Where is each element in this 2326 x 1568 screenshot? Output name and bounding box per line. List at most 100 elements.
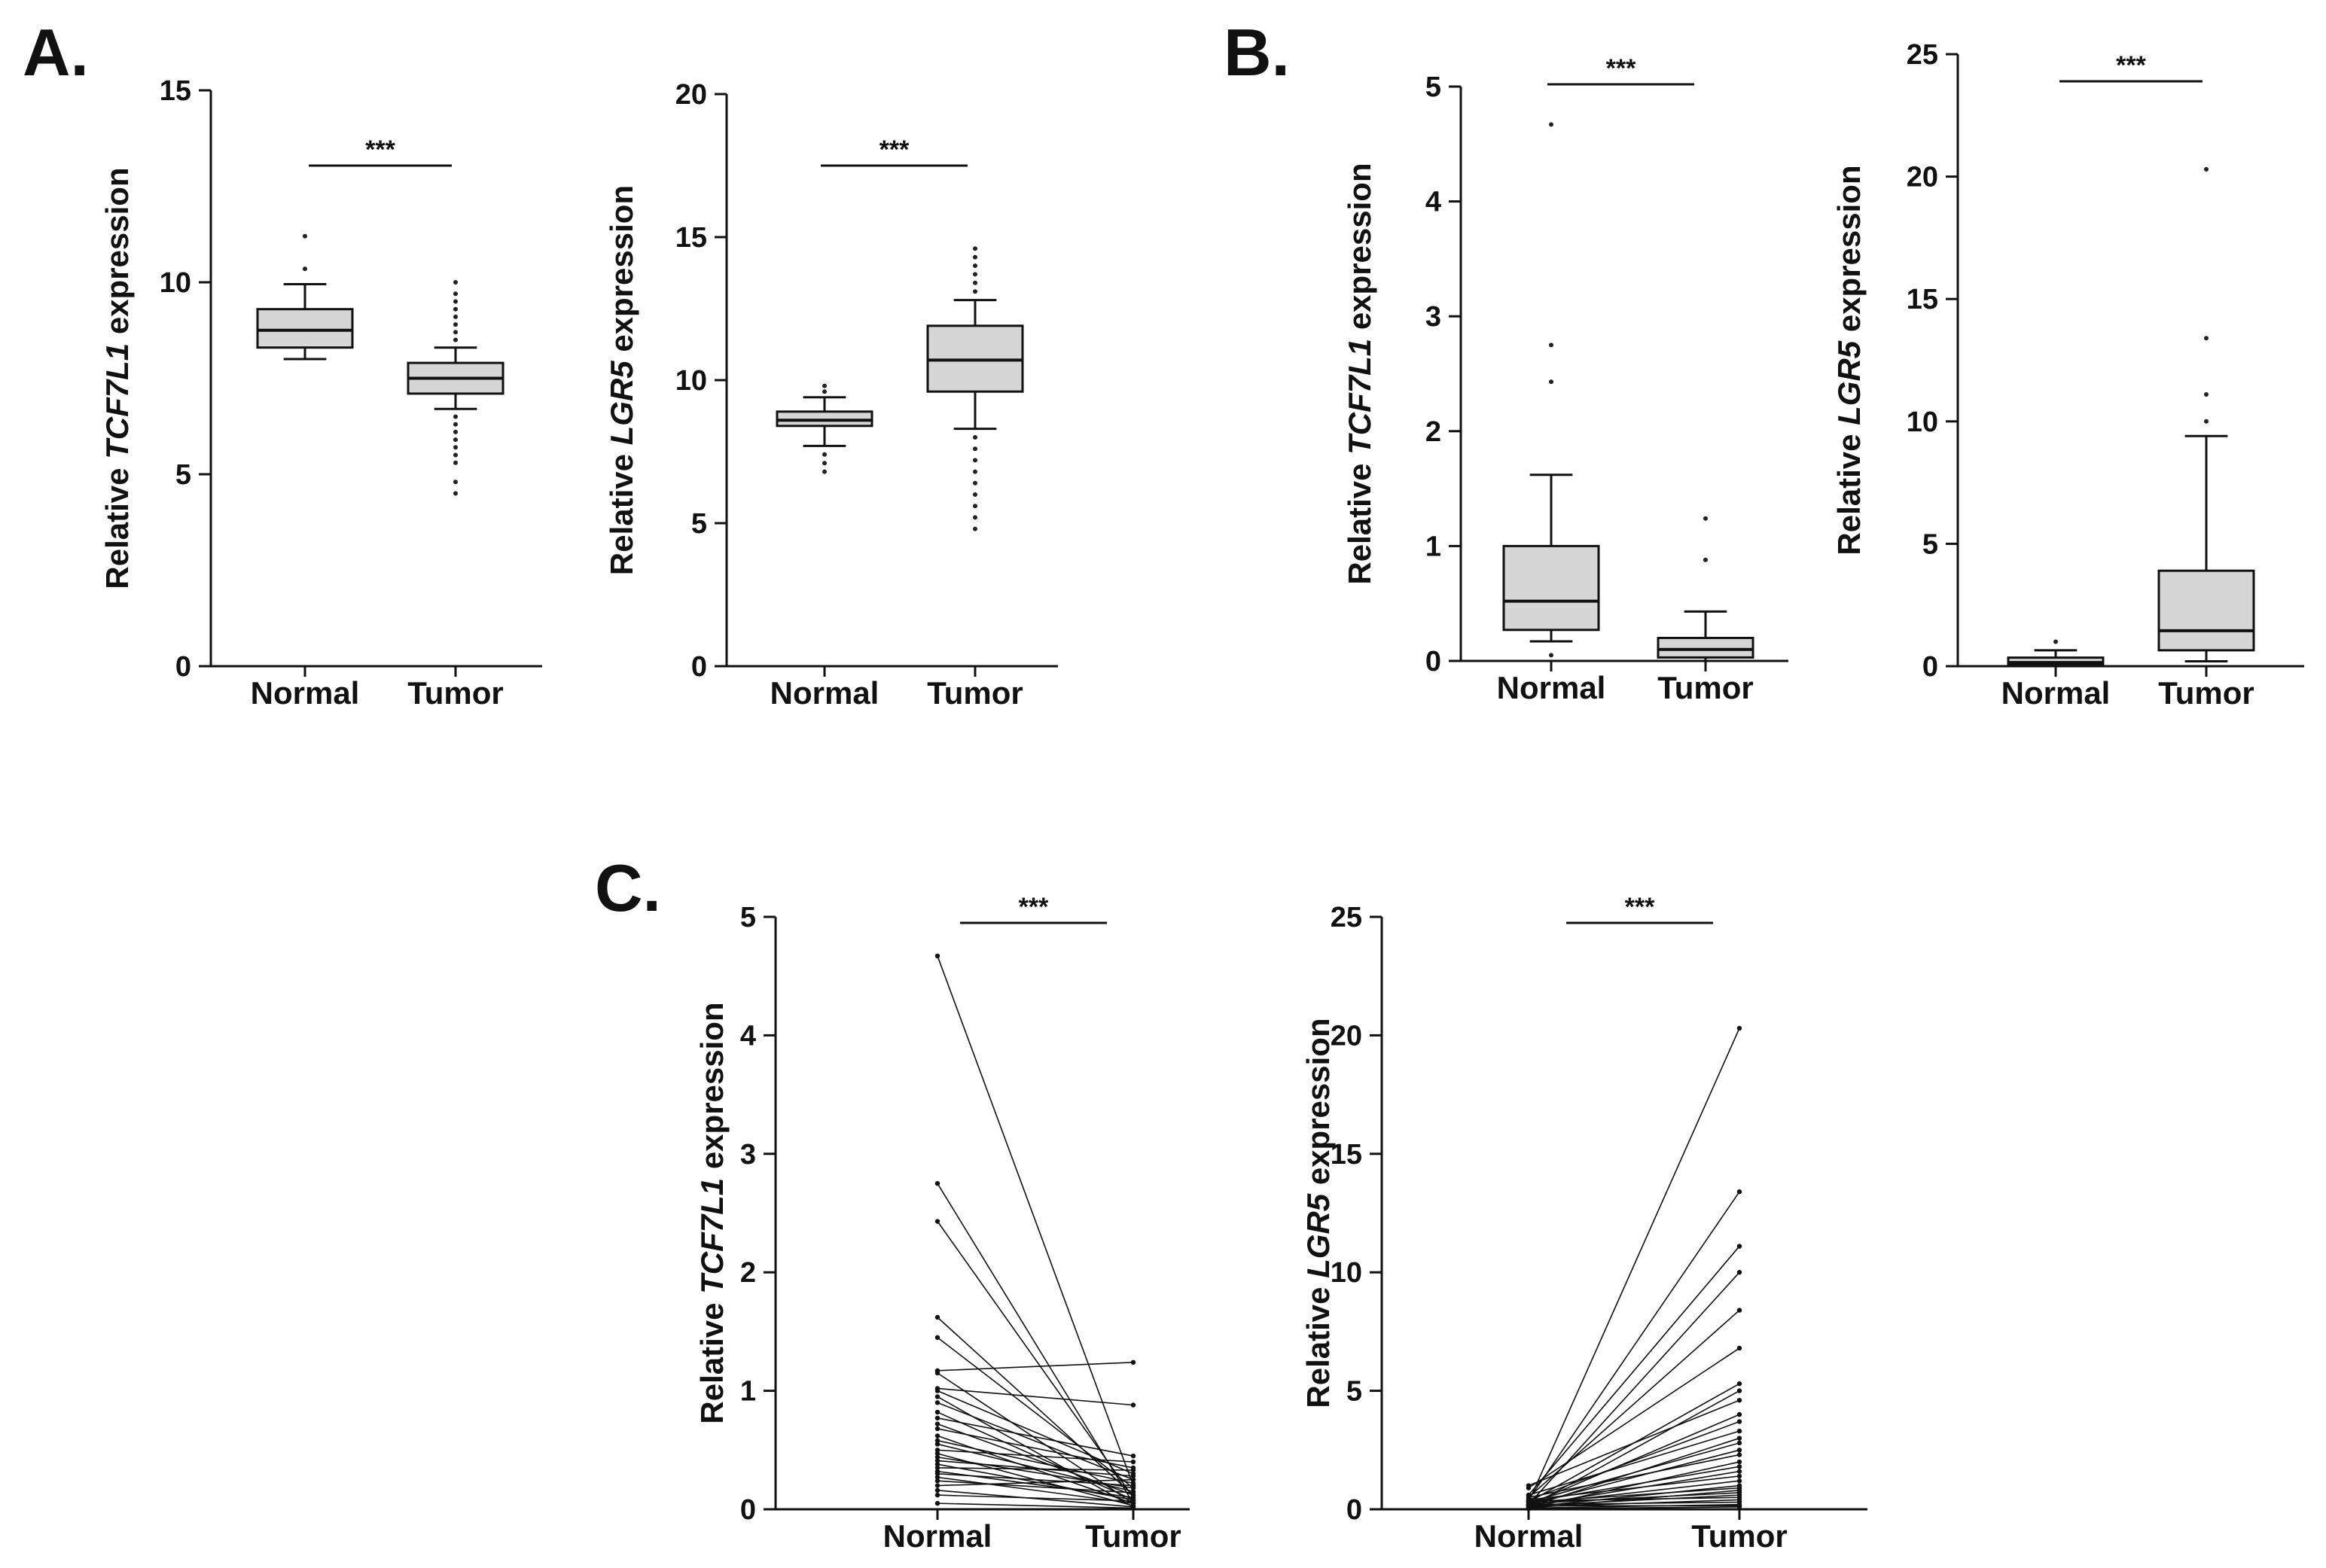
y-axis-title-gene: LGR5 (1300, 1193, 1336, 1278)
box-tumor-outlier (453, 491, 458, 496)
paired-line (937, 1402, 1134, 1481)
y-axis-title-prefix: Relative (1300, 1278, 1336, 1408)
box-tumor-outlier (453, 322, 458, 327)
y-tick-label: 10 (1907, 406, 1938, 438)
box-tumor-outlier (453, 414, 458, 419)
paired-line (1528, 1492, 1740, 1504)
point-normal (934, 1461, 940, 1467)
paired-line (1528, 1501, 1740, 1506)
box-tumor-outlier (453, 306, 458, 312)
box-tumor-outlier (453, 337, 458, 343)
y-axis-title-suffix: expression (604, 185, 639, 361)
point-normal (934, 1442, 940, 1447)
box-normal-outlier (822, 461, 827, 466)
point-normal (934, 953, 940, 959)
box-normal-outlier (822, 389, 827, 394)
paired-line (937, 1456, 1134, 1489)
plot-a1: 0 5 10 15 Normal Tumor Relative TCF7L1 express… (99, 75, 542, 711)
y-tick-label: 20 (675, 79, 707, 111)
paired-line (937, 1428, 1134, 1469)
box-tumor-outlier (973, 446, 977, 452)
y-axis-title: Relative TCF7L1 expression (99, 167, 135, 589)
paired-line (937, 1372, 1134, 1504)
y-tick-label: 0 (1425, 646, 1441, 677)
category-label-normal: Normal (883, 1518, 992, 1554)
y-tick-label: 20 (1907, 162, 1938, 193)
paired-line (937, 1472, 1134, 1487)
point-normal (934, 1483, 940, 1488)
point-tumor (1736, 1464, 1742, 1469)
y-tick-label: 4 (740, 1020, 756, 1052)
y-tick-label: 3 (1425, 301, 1441, 333)
paired-line (1528, 1347, 1740, 1489)
y-tick-label: 5 (691, 508, 707, 540)
y-axis-title: Relative LGR5 expression (604, 185, 639, 575)
point-normal (934, 1180, 940, 1186)
y-tick-label: 20 (1331, 1020, 1362, 1052)
point-normal (934, 1451, 940, 1457)
box-tumor-outlier (453, 280, 458, 285)
y-tick-label: 0 (691, 651, 707, 683)
y-tick-label: 5 (1346, 1376, 1362, 1408)
significance-label: *** (1606, 54, 1636, 83)
y-tick-label: 0 (1346, 1494, 1362, 1526)
box-normal-iqr (256, 308, 354, 349)
y-tick-label: 15 (1907, 284, 1938, 315)
point-tumor (1736, 1308, 1742, 1313)
box-tumor-outlier (2204, 419, 2209, 424)
point-normal (934, 1388, 940, 1393)
y-tick-label: 2 (1425, 416, 1441, 448)
box-tumor-outlier (973, 458, 977, 463)
paired-line (937, 1439, 1134, 1484)
box-normal-outlier (2053, 639, 2058, 644)
box-normal-iqr (1502, 544, 1600, 632)
category-label-tumor: Tumor (2158, 675, 2254, 711)
box-tumor-outlier (973, 492, 977, 497)
y-axis-title-suffix: expression (694, 1002, 730, 1177)
y-tick-label: 1 (740, 1376, 756, 1408)
point-normal (934, 1487, 940, 1493)
plot-c2: 0 5 10 15 20 25 Normal Tumor Relative LGR5 expre… (1300, 893, 1867, 1554)
y-axis-title-prefix: Relative (1342, 455, 1377, 585)
paired-line (937, 1503, 1134, 1509)
point-tumor (1736, 1270, 1742, 1275)
y-tick-label: 0 (175, 651, 191, 683)
point-tumor (1130, 1495, 1136, 1500)
box-tumor-outlier (453, 314, 458, 319)
box-tumor-outlier (2204, 336, 2209, 341)
box-tumor-outlier (453, 437, 458, 443)
paired-line (1528, 1246, 1740, 1496)
point-tumor (1736, 1452, 1742, 1457)
y-tick-label: 5 (740, 902, 756, 933)
point-normal (934, 1415, 940, 1421)
box-tumor-outlier (973, 504, 977, 509)
plot-a2: 0 5 10 15 20 Normal Tumor Relative LGR5 express… (604, 79, 1058, 711)
paired-line (1528, 1430, 1740, 1496)
box-tumor-outlier (973, 263, 977, 268)
point-tumor (1736, 1345, 1742, 1351)
y-tick-label: 5 (1425, 72, 1441, 103)
paired-line (937, 1480, 1134, 1493)
point-tumor (1736, 1459, 1742, 1465)
box-tumor-outlier (1703, 557, 1708, 562)
y-axis-title: Relative TCF7L1 expression (694, 1002, 730, 1423)
panel-label-a: A. (23, 15, 89, 90)
point-normal (934, 1400, 940, 1405)
point-tumor (1736, 1436, 1742, 1441)
box-tumor-outlier (453, 330, 458, 335)
y-tick-label: 10 (675, 365, 707, 397)
plot-b1: 0 1 2 3 4 5 Normal Tumor Relative TCF7L1 express… (1342, 54, 1788, 705)
point-tumor (1130, 1473, 1136, 1479)
paired-line (1528, 1442, 1740, 1503)
point-tumor (1130, 1490, 1136, 1496)
box-tumor-outlier (453, 460, 458, 465)
significance-label: *** (1625, 893, 1655, 921)
significance-label: *** (365, 135, 395, 164)
point-tumor (1130, 1467, 1136, 1473)
point-tumor (1130, 1483, 1136, 1488)
box-tumor-outlier (453, 299, 458, 304)
box-tumor-outlier (973, 254, 977, 260)
box-tumor-outlier (973, 246, 977, 251)
y-axis-title-gene: TCF7L1 (1342, 339, 1377, 455)
point-normal (934, 1454, 940, 1460)
